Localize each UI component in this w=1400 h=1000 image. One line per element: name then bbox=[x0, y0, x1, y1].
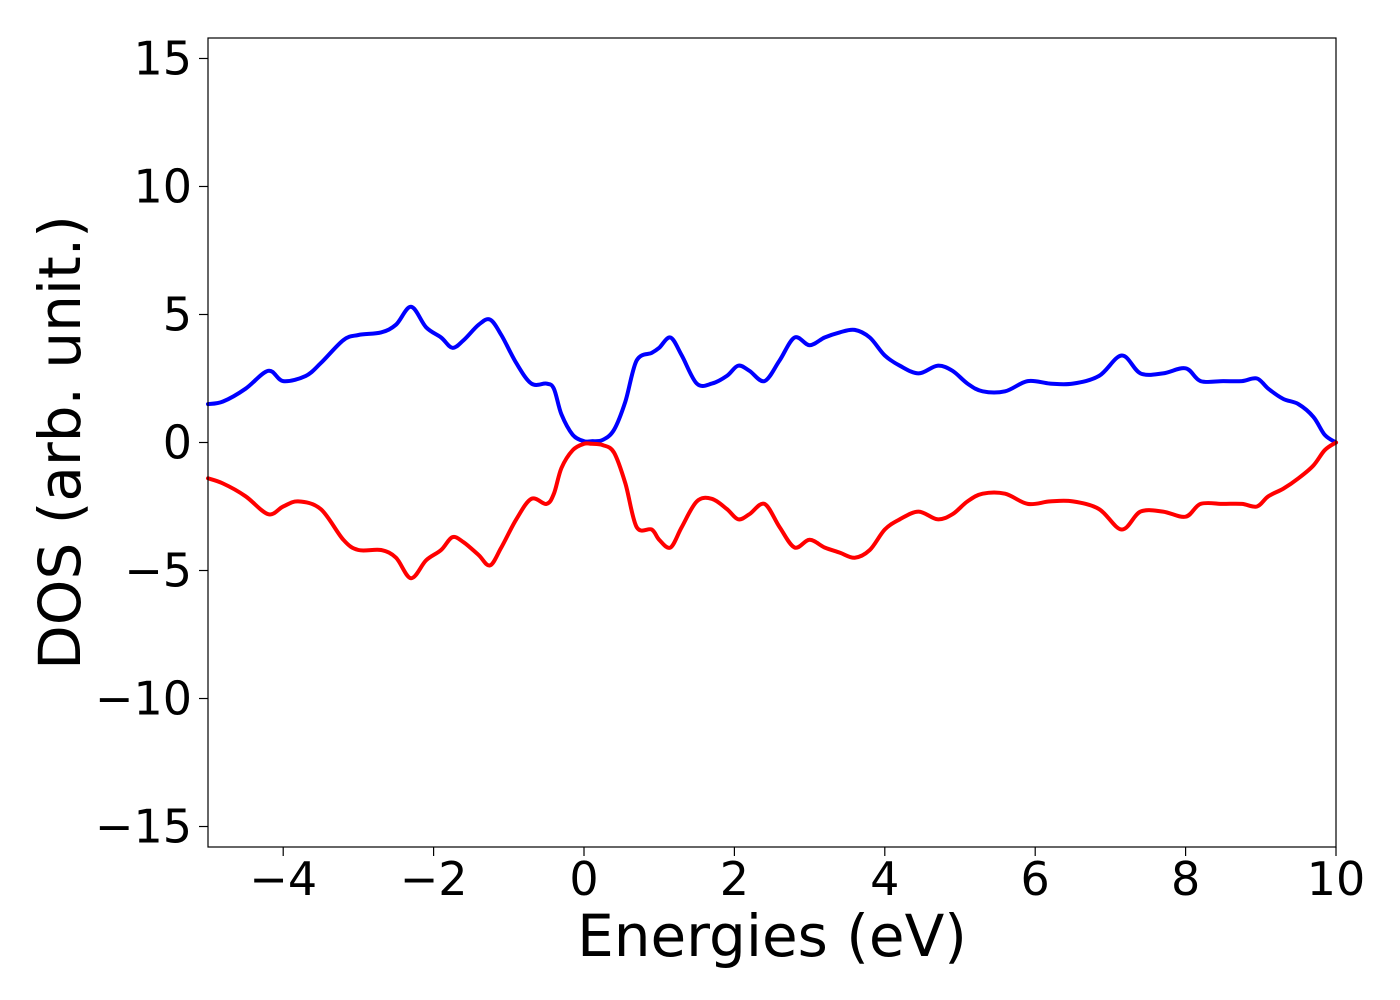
x-axis: −4 −2 0 2 4 6 8 10 bbox=[249, 847, 1365, 906]
x-axis-title: Energies (eV) bbox=[577, 902, 967, 970]
series-layer bbox=[206, 304, 1338, 581]
y-tick-label: 10 bbox=[133, 159, 192, 213]
y-tick-label: 15 bbox=[133, 31, 192, 85]
y-tick-label: −10 bbox=[95, 672, 192, 726]
y-tick-label: 0 bbox=[163, 416, 192, 470]
y-tick-label: −15 bbox=[95, 800, 192, 854]
x-tick-label: 10 bbox=[1307, 852, 1366, 906]
y-axis: 15 10 5 0 −5 −10 −15 bbox=[95, 31, 208, 854]
x-tick-label: −4 bbox=[249, 852, 317, 906]
x-tick-label: 4 bbox=[870, 852, 899, 906]
x-tick-label: −2 bbox=[400, 852, 468, 906]
x-tick-label: 2 bbox=[720, 852, 749, 906]
x-tick-label: 6 bbox=[1021, 852, 1050, 906]
y-axis-title: DOS (arb. unit.) bbox=[26, 215, 94, 670]
y-tick-label: 5 bbox=[163, 287, 192, 341]
x-tick-label: 0 bbox=[569, 852, 598, 906]
x-tick-label: 8 bbox=[1171, 852, 1200, 906]
series-line-1 bbox=[206, 440, 1338, 581]
y-tick-label: −5 bbox=[124, 544, 192, 598]
series-line-0 bbox=[206, 304, 1338, 445]
